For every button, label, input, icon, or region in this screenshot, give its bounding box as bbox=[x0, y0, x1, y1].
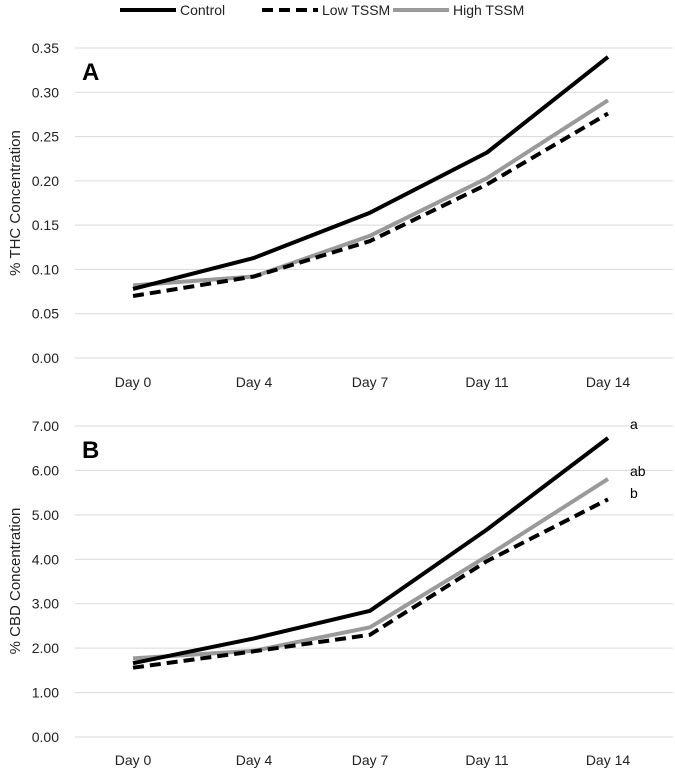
x-tick-label: Day 14 bbox=[586, 752, 631, 768]
y-axis-title: % THC Concentration bbox=[7, 130, 24, 276]
x-tick-label: Day 14 bbox=[586, 374, 631, 390]
y-tick-label: 0.05 bbox=[32, 306, 59, 322]
y-tick-label: 2.00 bbox=[32, 640, 59, 656]
panel-a-thc-chart: 0.00 0.05 0.10 0.15 0.20 0.25 0.30 0.35 Day 0 Day… bbox=[7, 40, 673, 390]
series-line-low-tssm bbox=[132, 497, 609, 670]
y-tick-label: 0.00 bbox=[32, 729, 59, 745]
x-tick-label: Day 0 bbox=[115, 752, 152, 768]
panel-label: B bbox=[82, 437, 99, 464]
x-tick-label: Day 7 bbox=[352, 752, 389, 768]
y-tick-label: 7.00 bbox=[32, 418, 59, 434]
y-tick-label: 5.00 bbox=[32, 507, 59, 523]
panel-b-cbd-chart: 0.00 1.00 2.00 3.00 4.00 5.00 6.00 7.00 Day 0 Day… bbox=[7, 416, 673, 768]
y-tick-label: 0.35 bbox=[32, 40, 59, 56]
y-tick-label: 0.15 bbox=[32, 217, 59, 233]
panel-label: A bbox=[82, 59, 99, 86]
legend-label: High TSSM bbox=[453, 2, 524, 18]
series-line-control bbox=[132, 55, 610, 291]
legend: Control Low TSSM High TSSM bbox=[120, 2, 524, 18]
y-tick-label: 1.00 bbox=[32, 685, 59, 701]
significance-letter: b bbox=[630, 485, 638, 501]
x-tick-label: Day 0 bbox=[115, 374, 152, 390]
y-tick-label: 6.00 bbox=[32, 462, 59, 478]
x-tick-label: Day 11 bbox=[465, 374, 509, 390]
x-tick-label: Day 4 bbox=[236, 752, 273, 768]
legend-label: Low TSSM bbox=[322, 2, 390, 18]
y-axis-title: % CBD Concentration bbox=[7, 508, 24, 655]
legend-label: Control bbox=[180, 2, 225, 18]
y-tick-label: 0.25 bbox=[32, 129, 59, 145]
y-tick-label: 3.00 bbox=[32, 596, 59, 612]
significance-letter: a bbox=[630, 416, 638, 432]
x-tick-label: Day 4 bbox=[236, 374, 273, 390]
y-tick-label: 0.30 bbox=[32, 84, 59, 100]
y-tick-label: 0.00 bbox=[32, 350, 59, 366]
y-tick-label: 0.10 bbox=[32, 261, 59, 277]
y-tick-label: 0.20 bbox=[32, 173, 59, 189]
x-tick-label: Day 11 bbox=[465, 752, 509, 768]
x-tick-label: Day 7 bbox=[352, 374, 389, 390]
significance-letter: ab bbox=[630, 463, 646, 479]
series-line-high-tssm bbox=[132, 98, 610, 288]
y-tick-label: 4.00 bbox=[32, 551, 59, 567]
series-line-low-tssm bbox=[132, 111, 610, 298]
series-line-high-tssm bbox=[132, 477, 610, 661]
series-line-control bbox=[132, 436, 610, 666]
